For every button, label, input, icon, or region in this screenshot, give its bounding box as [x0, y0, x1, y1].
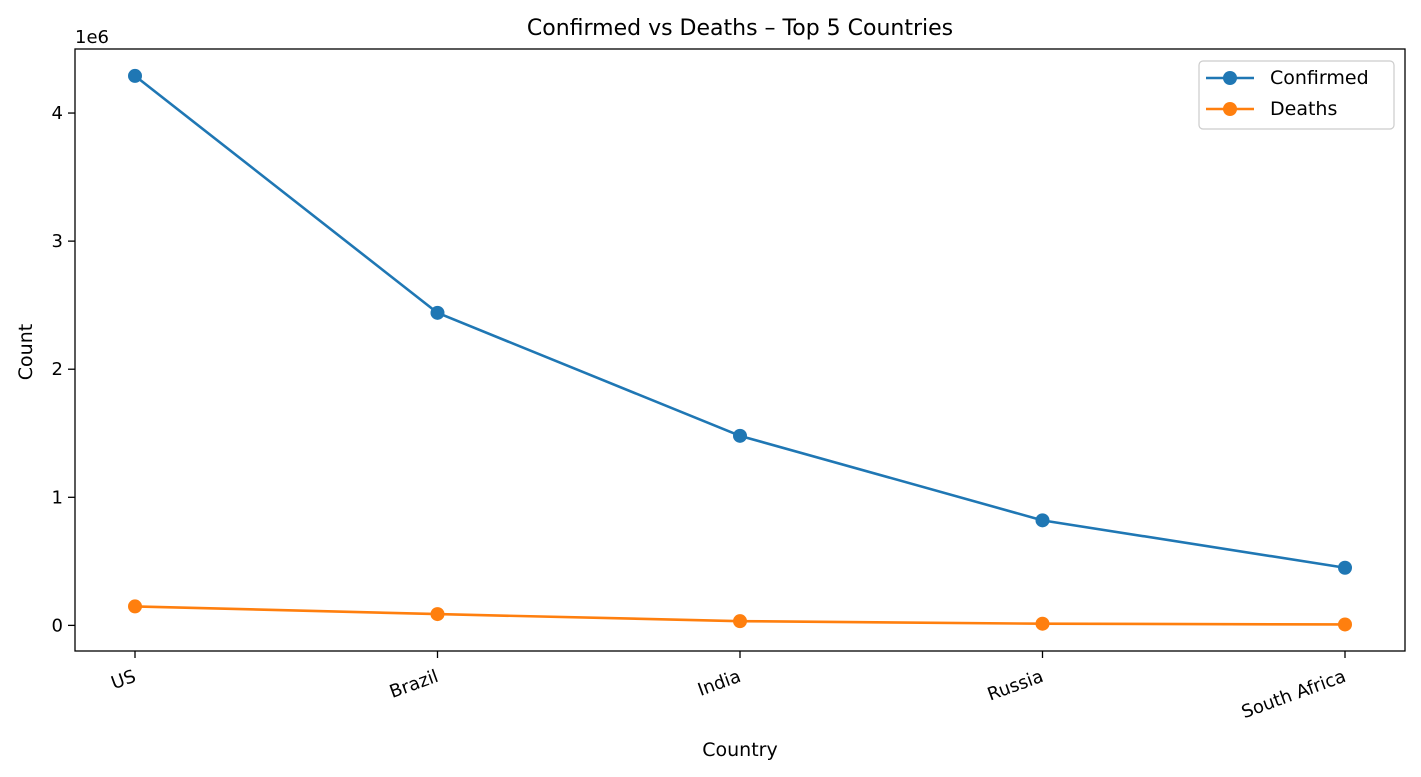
- data-point-confirmed: [1338, 560, 1352, 575]
- data-point-deaths: [128, 599, 142, 614]
- x-axis-label: Country: [702, 739, 777, 761]
- data-point-confirmed: [1035, 513, 1050, 528]
- data-point-confirmed: [733, 428, 747, 443]
- chart-title: Confirmed vs Deaths – Top 5 Countries: [527, 16, 953, 41]
- data-point-deaths: [1035, 616, 1050, 631]
- plot-lines: [134, 74, 1346, 626]
- x-tick-label: US: [108, 666, 138, 694]
- legend-deaths-marker: [1223, 102, 1237, 116]
- data-point-deaths: [430, 607, 445, 622]
- data-point-deaths: [733, 614, 747, 629]
- y-axis-ticks: 0 1 2 3 4: [52, 103, 75, 636]
- x-tick-label: Russia: [985, 666, 1047, 706]
- legend-confirmed-marker: [1223, 71, 1237, 85]
- y-tick-label: 4: [52, 103, 63, 124]
- data-point-deaths: [1338, 617, 1352, 632]
- x-tick-label: Brazil: [387, 666, 441, 703]
- legend-deaths-label: Deaths: [1270, 98, 1337, 120]
- legend-confirmed-label: Confirmed: [1270, 67, 1369, 89]
- x-axis-ticks: US Brazil India Russia South Africa: [108, 651, 1349, 723]
- x-tick-label: South Africa: [1239, 666, 1349, 723]
- plot-frame: [74, 48, 1406, 652]
- y-offset-label: 1e6: [75, 27, 109, 48]
- y-tick-label: 2: [52, 359, 63, 380]
- y-tick-label: 0: [52, 615, 63, 636]
- data-point-confirmed: [430, 305, 445, 320]
- data-point-confirmed: [128, 68, 142, 83]
- x-tick-label: India: [695, 666, 744, 701]
- y-axis-label: Count: [15, 324, 37, 380]
- y-tick-label: 3: [52, 231, 63, 252]
- legend: Confirmed Deaths: [1198, 60, 1395, 130]
- series-line-confirmed: [134, 74, 1346, 570]
- plot-markers: [128, 68, 1352, 632]
- y-tick-label: 1: [52, 487, 63, 508]
